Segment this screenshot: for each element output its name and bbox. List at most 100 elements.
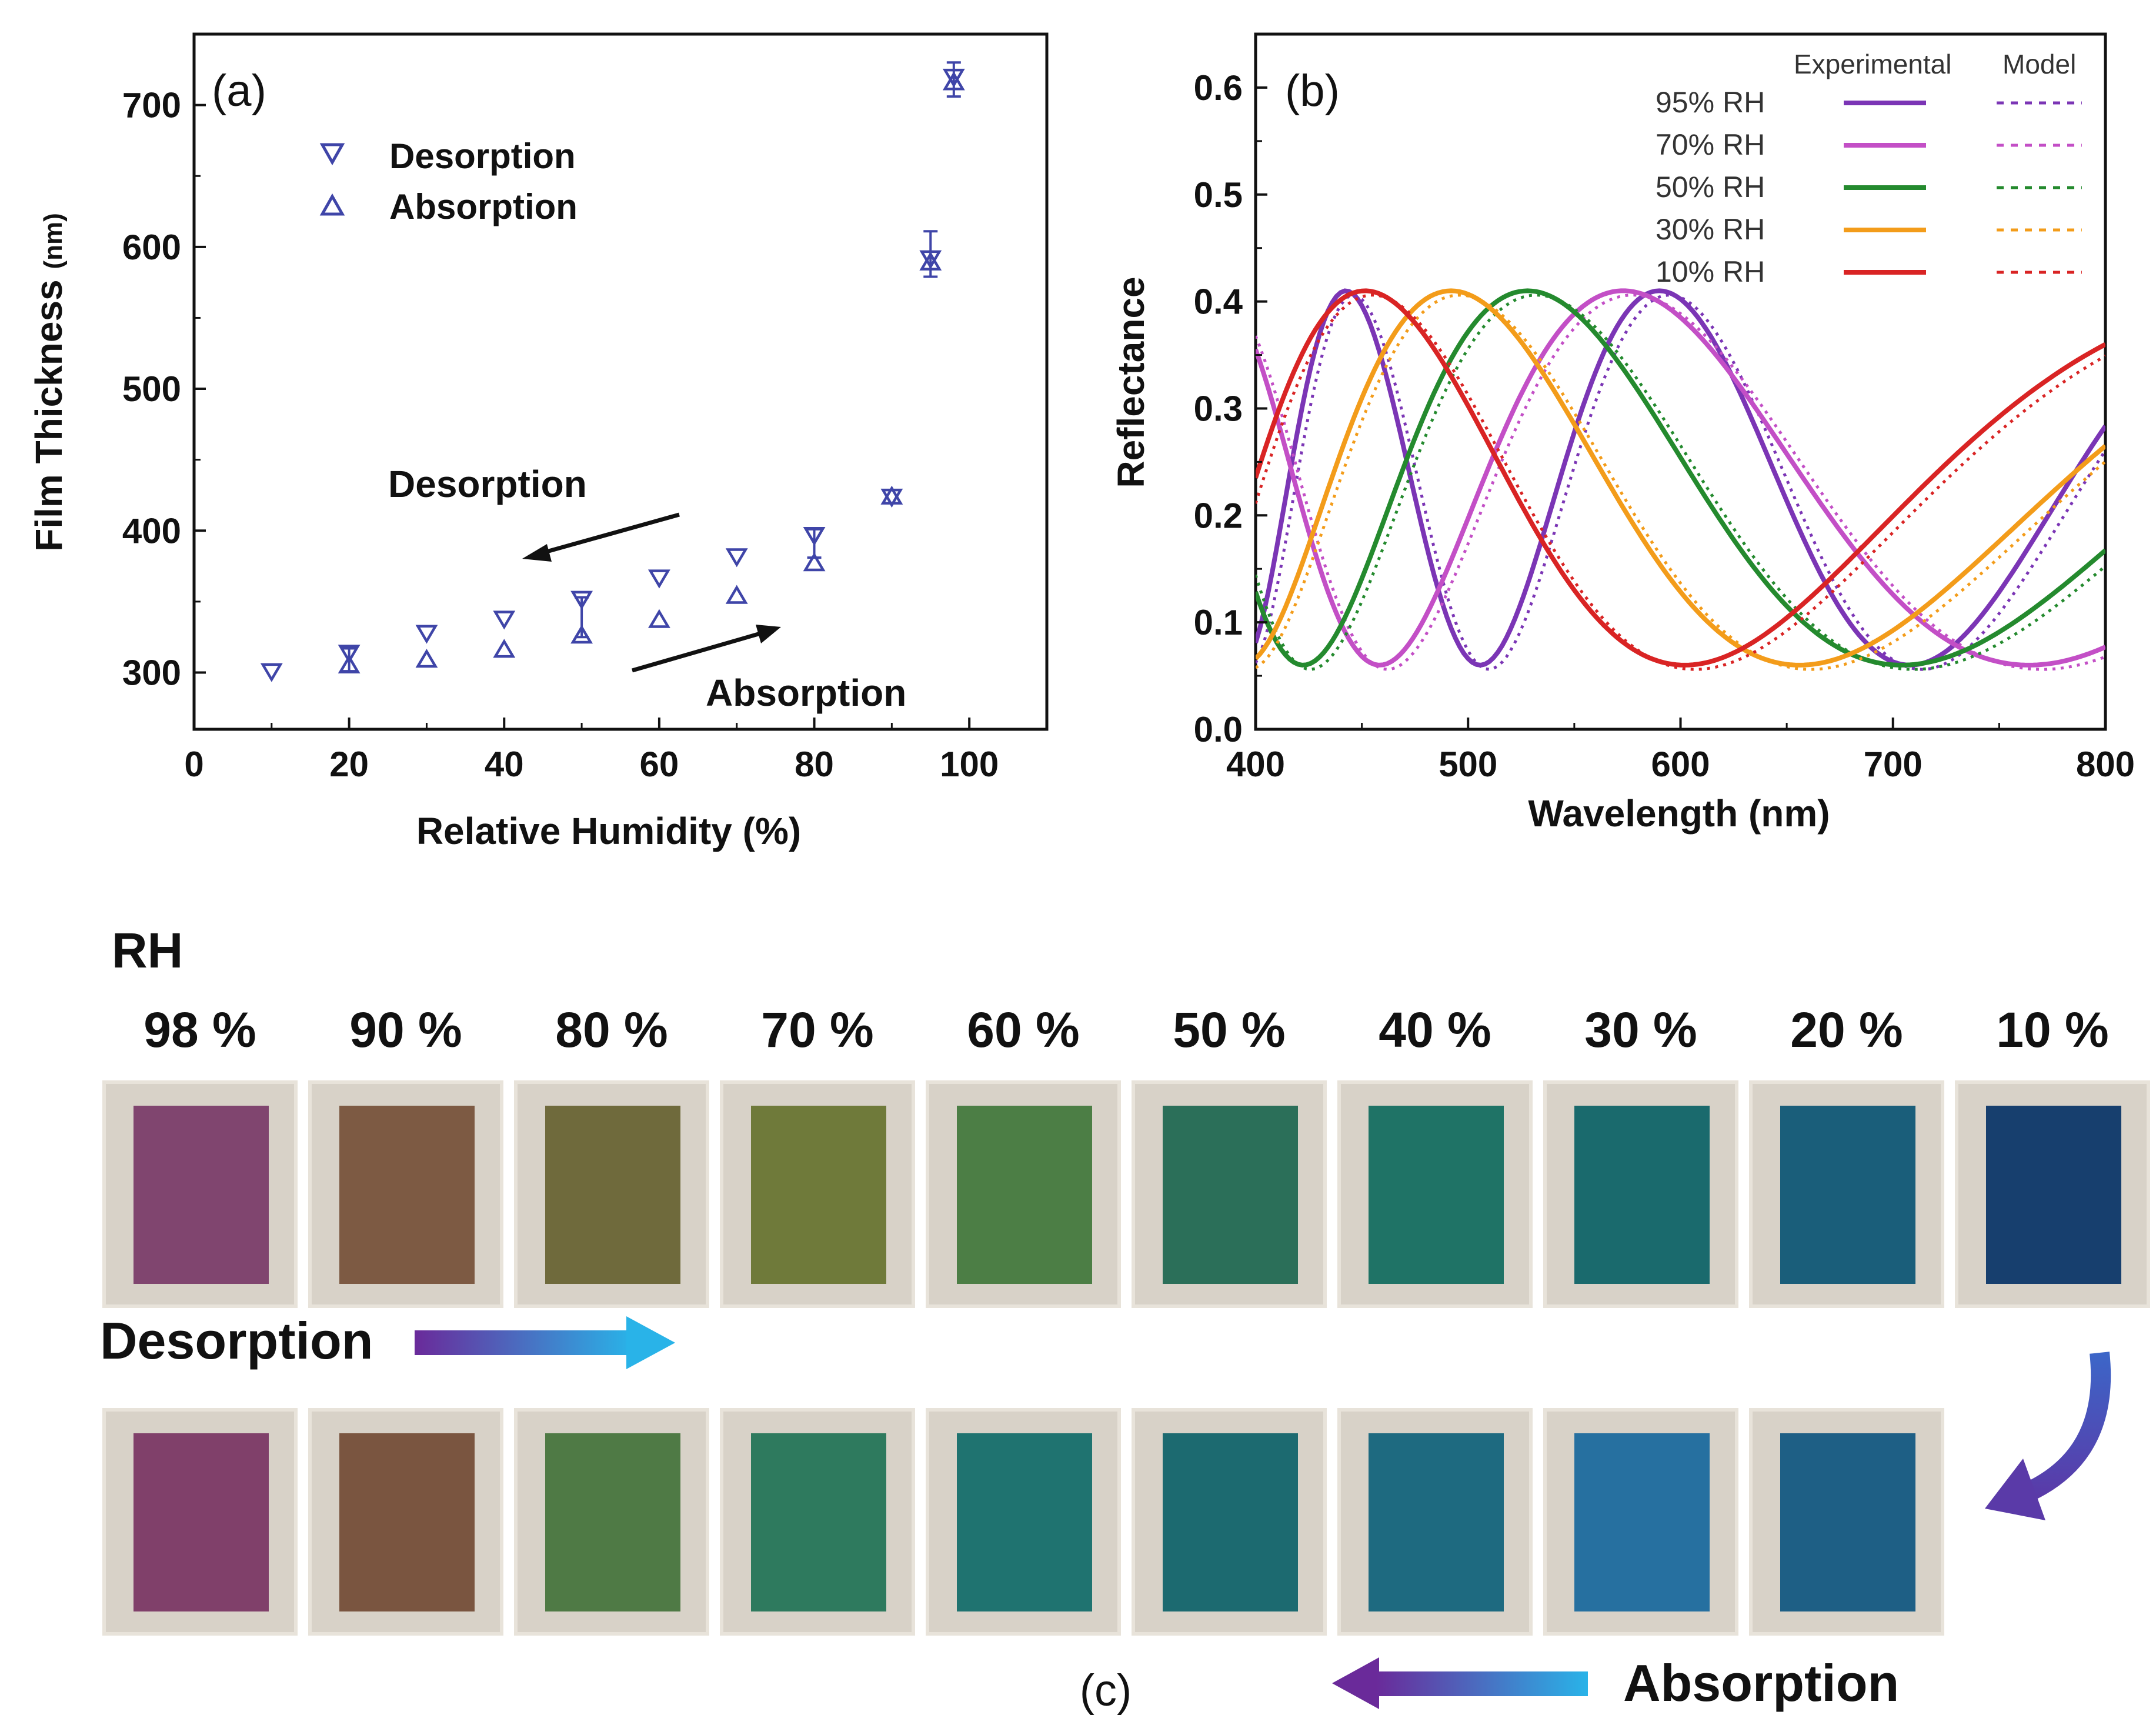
panel-b-chart: (b) 400 500 600 700 800 0.0 0.1 0.2 0.3 0.4 0.5 0.6…	[1110, 32, 2135, 835]
absorption-point	[919, 251, 942, 271]
annotation-absorption-arrowhead	[756, 625, 781, 643]
legend-label-95-rh: 95% RH	[1656, 86, 1765, 119]
panel-a-xlabel: Relative Humidity (%)	[416, 810, 801, 852]
film-sample	[957, 1106, 1092, 1284]
desorption-photo	[1132, 1080, 1327, 1308]
panel-a-ytick-label: 500	[122, 369, 181, 409]
annotation-desorption: Desorption	[388, 463, 587, 505]
photo-border	[1337, 1080, 1533, 1308]
rh-level-label: 98 %	[143, 1002, 256, 1057]
film-sample	[957, 1433, 1092, 1611]
photo-border	[720, 1080, 915, 1308]
desorption-photo	[1749, 1080, 1944, 1308]
desorption-point	[803, 527, 826, 546]
panel-a-xtick-label: 80	[795, 745, 834, 784]
desorption-point	[648, 569, 670, 589]
photo-border	[1337, 1408, 1533, 1636]
panel-a-ytick-label: 700	[122, 86, 181, 125]
panel-a-points	[260, 61, 965, 682]
panel-b-frame	[1254, 32, 2107, 731]
photo-border	[1955, 1080, 2150, 1308]
rh-level-label: 30 %	[1584, 1002, 1697, 1057]
desorption-photo	[1543, 1080, 1738, 1308]
experimental-curve-10-rh	[1256, 288, 2105, 668]
absorption-photo	[308, 1408, 503, 1636]
panel-a-ylabel: Film Thickness (nm)	[28, 213, 70, 551]
desorption-photo	[1337, 1080, 1533, 1308]
model-curve-30-rh	[1256, 293, 2105, 671]
absorption-point	[880, 485, 903, 505]
panel-b-xtick-label: 600	[1651, 745, 1710, 784]
desorption-point	[570, 590, 593, 610]
film-sample	[1780, 1433, 1915, 1611]
legend-label-30-rh: 30% RH	[1656, 213, 1765, 246]
panel-b-xtick-label: 700	[1864, 745, 1923, 784]
photo-border	[926, 1080, 1121, 1308]
photo-border	[308, 1408, 503, 1636]
desorption-point	[942, 68, 965, 88]
rh-level-label: 60 %	[967, 1002, 1079, 1057]
panel-a-ylabel-text: Film Thickness	[28, 279, 70, 551]
panel-a-chart: (a) 0 20 40 60 80 100 300 400 500 600 700 Relative…	[28, 32, 1049, 852]
absorption-point	[803, 552, 826, 572]
panel-a-xtick-label: 0	[184, 745, 203, 784]
film-sample	[339, 1433, 475, 1611]
photo-border	[1132, 1080, 1327, 1308]
absorption-photo	[1543, 1408, 1738, 1636]
absorption-point	[942, 71, 965, 91]
rh-level-label: 90 %	[349, 1002, 462, 1057]
annotation-absorption: Absorption	[706, 672, 906, 714]
desorption-photo	[308, 1080, 503, 1308]
legend-header-experimental: Experimental	[1794, 49, 1951, 79]
panel-b-axes: 400 500 600 700 800 0.0 0.1 0.2 0.3 0.4 0.5 0.6	[1194, 68, 2135, 784]
desorption-point	[260, 663, 283, 682]
photo-border	[1543, 1408, 1738, 1636]
film-sample	[1780, 1106, 1915, 1284]
panel-c-photos: RH 98 % 90 % 80 % 70 % 60 % 50 % 40 % 30 % 20 % 1…	[100, 923, 2150, 1716]
legend-absorption-marker	[319, 193, 345, 216]
rh-level-label: 40 %	[1379, 1002, 1491, 1057]
annotation-desorption-arrow	[538, 512, 680, 556]
panel-a-xtick-label: 60	[640, 745, 679, 784]
absorption-photo	[720, 1408, 915, 1636]
annotation-desorption-arrowhead	[522, 544, 552, 562]
photo-border	[514, 1408, 709, 1636]
photo-border	[1749, 1080, 1944, 1308]
legend-label-10-rh: 10% RH	[1656, 255, 1765, 288]
desorption-row	[102, 1080, 2150, 1308]
panel-b-xtick-label: 800	[2076, 745, 2135, 784]
model-curve-70-rh	[1256, 293, 2105, 671]
absorption-photo	[926, 1408, 1121, 1636]
absorption-arrow-shaft	[1376, 1671, 1588, 1696]
panel-b-ytick-label: 0.1	[1194, 603, 1243, 642]
rh-level-labels: 98 % 90 % 80 % 70 % 60 % 50 % 40 % 30 % 20 % 10 %	[143, 1002, 2108, 1057]
desorption-point	[725, 548, 748, 568]
panel-a-xtick-label: 40	[485, 745, 524, 784]
absorption-photo	[102, 1408, 298, 1636]
panel-b-ytick-label: 0.4	[1194, 282, 1243, 322]
photo-border	[1132, 1408, 1327, 1636]
panel-a-ylabel-unit: (nm)	[39, 213, 68, 269]
rh-level-label: 20 %	[1790, 1002, 1903, 1057]
legend-header-model: Model	[2003, 49, 2076, 79]
film-sample	[1574, 1433, 1710, 1611]
panel-b-ytick-label: 0.3	[1194, 389, 1243, 428]
desorption-point	[493, 610, 516, 630]
absorption-photo	[1749, 1408, 1944, 1636]
legend-absorption-label: Absorption	[389, 187, 578, 226]
absorption-point	[725, 585, 748, 604]
absorption-point	[570, 625, 593, 644]
panel-a-label: (a)	[212, 66, 266, 116]
experimental-curve-50-rh	[1256, 288, 2105, 668]
rh-title: RH	[112, 923, 183, 978]
desorption-point	[338, 645, 361, 664]
panel-a-frame	[192, 32, 1049, 731]
absorption-label: Absorption	[1623, 1654, 1899, 1712]
absorption-point	[415, 649, 438, 668]
desorption-arrow-shaft	[415, 1330, 632, 1355]
desorption-photo	[926, 1080, 1121, 1308]
rh-level-label: 80 %	[555, 1002, 668, 1057]
panel-b-ytick-label: 0.2	[1194, 496, 1243, 535]
experimental-curve-95-rh	[1256, 288, 2105, 668]
